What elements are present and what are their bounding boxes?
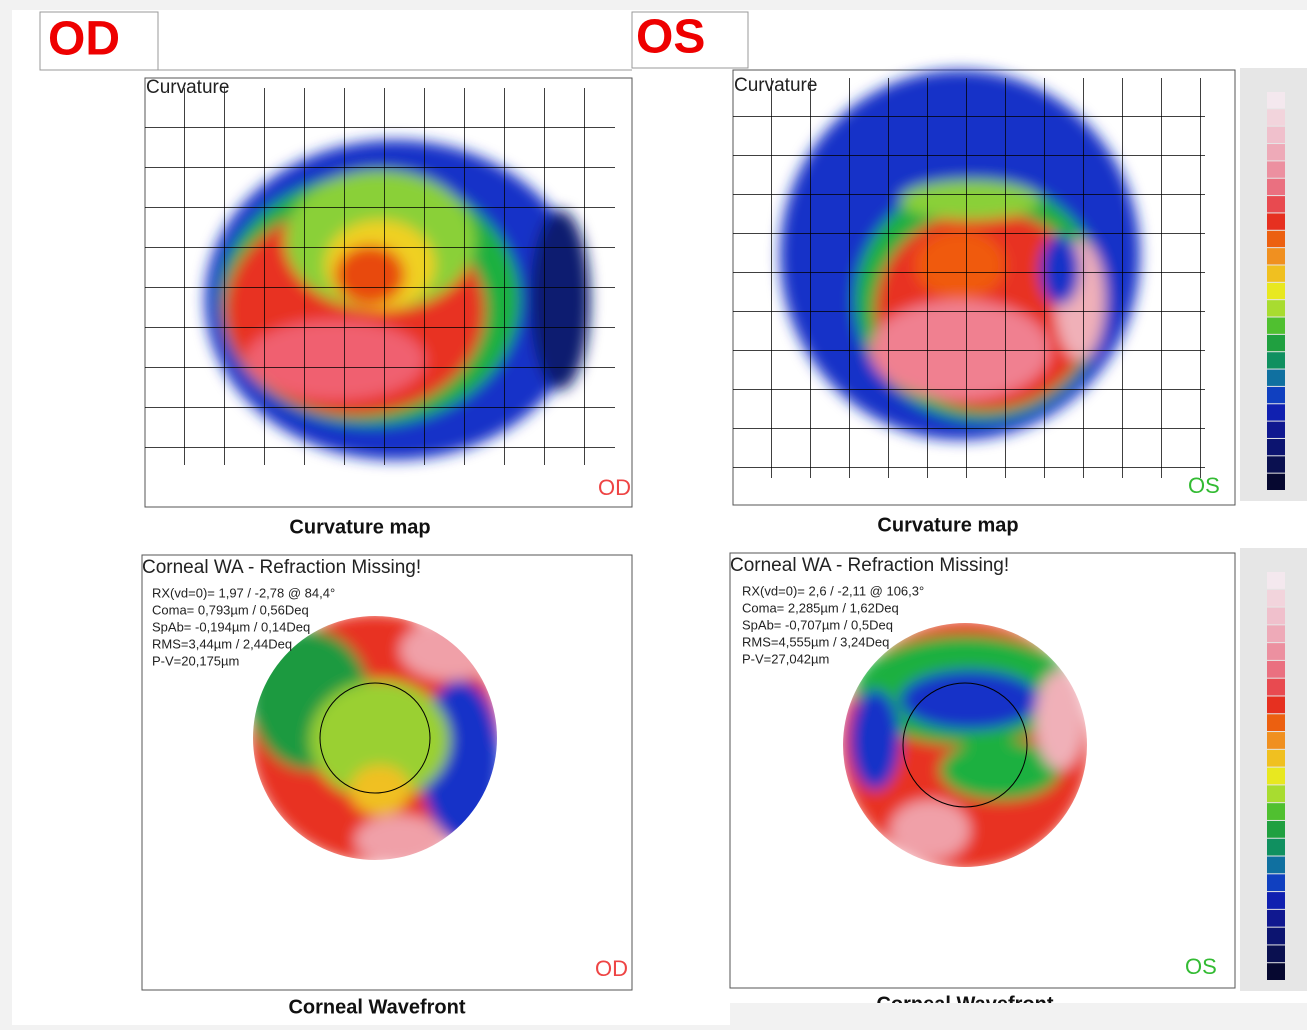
metric-line: Coma= 2,285µm / 1,62Deq [742,600,899,615]
scale-swatch [1267,404,1285,421]
eye-corner: OD [598,475,631,500]
scale-swatch [1267,317,1285,334]
scale-swatch [1267,178,1285,196]
scale-swatch [1267,421,1285,438]
caption: Curvature map [289,516,430,538]
scale-swatch [1267,856,1285,874]
metric-line: RX(vd=0)= 1,97 / -2,78 @ 84,4° [152,585,335,600]
eye-tab [631,11,749,69]
eye-corner: OD [595,956,628,981]
grid [733,78,1205,478]
scale-swatch [1267,892,1285,909]
metric-line: RMS=3,44µm / 2,44Deq [152,636,292,651]
wavefront-map [843,623,1087,867]
scale-swatch [1267,945,1285,963]
scale-swatch [1267,803,1285,820]
scale-swatch [1267,334,1285,352]
scale-swatch [1267,572,1285,589]
scale-swatch [1267,213,1285,230]
scale-swatch [1267,196,1285,213]
grid [145,88,615,465]
scale-swatch [1267,838,1285,856]
scale-swatch [1267,352,1285,369]
scale-swatch [1267,109,1285,126]
caption: Corneal Wavefront [288,996,465,1018]
metric-line: SpAb= -0,707µm / 0,5Deq [742,617,893,632]
scale-swatch [1267,300,1285,317]
scale-swatch [1267,607,1285,625]
scale-swatch [1267,643,1285,660]
scale-swatch [1267,696,1285,714]
scale-swatch [1267,144,1285,161]
scale-swatch [1267,732,1285,749]
scale-swatch [1267,369,1285,386]
scale-swatch [1267,230,1285,248]
metric-line: Coma= 0,793µm / 0,56Deq [152,602,309,617]
scale-swatch [1267,927,1285,945]
eye-label: OS [636,11,705,64]
caption: Curvature map [877,514,1018,536]
scale-swatch [1267,386,1285,404]
scale-swatch [1267,126,1285,144]
scale-swatch [1267,963,1285,980]
scale-swatch [1267,473,1285,490]
scale-swatch [1267,282,1285,300]
eye-corner: OS [1188,473,1220,498]
eye-corner: OS [1185,954,1217,979]
scale-swatch [1267,767,1285,785]
scale-swatch [1267,248,1285,265]
eye-tab [39,11,159,71]
metric-line: RMS=4,555µm / 3,24Deq [742,634,889,649]
scale-swatch [1267,714,1285,732]
metric-line: P-V=27,042µm [742,651,829,666]
scale-swatch [1267,749,1285,767]
panel-title: Corneal WA - Refraction Missing! [142,557,421,578]
scale-swatch [1267,874,1285,892]
metric-line: SpAb= -0,194µm / 0,14Deq [152,619,310,634]
scale-swatch [1267,589,1285,607]
metric-line: P-V=20,175µm [152,653,239,668]
scale-swatch [1267,660,1285,678]
metric-line: RX(vd=0)= 2,6 / -2,11 @ 106,3° [742,583,924,598]
scale-swatch [1267,909,1285,927]
caption: Corneal Wavefront [876,993,1053,1015]
panel-title: Curvature [146,77,229,98]
scale-swatch [1267,820,1285,838]
scale-swatch [1267,438,1285,456]
scale-swatch [1267,92,1285,109]
scale-swatch [1267,265,1285,282]
scale-swatch [1267,625,1285,643]
panel-title: Corneal WA - Refraction Missing! [730,555,1009,576]
color-scale [1240,68,1307,991]
scale-swatch [1267,161,1285,178]
scale-swatch [1267,678,1285,696]
panel-title: Curvature [734,75,817,96]
scale-swatch [1267,456,1285,473]
scale-swatch [1267,785,1285,803]
eye-label: OD [48,13,120,66]
